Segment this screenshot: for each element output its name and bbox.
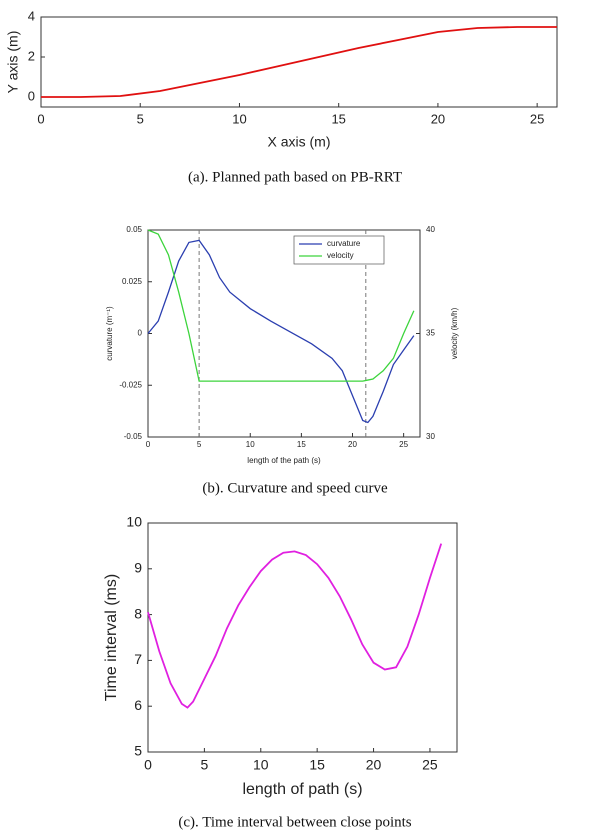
- x-tick-label: 15: [309, 757, 325, 773]
- series-line: [147, 543, 443, 709]
- series-line: [147, 239, 415, 424]
- x-tick-label: 10: [246, 440, 255, 449]
- y-tick-label: 8: [134, 605, 142, 621]
- x-axis-label: X axis (m): [268, 134, 331, 150]
- x-tick-label: 5: [197, 440, 202, 449]
- caption: (c). Time interval between close points: [178, 814, 411, 830]
- y2-tick-label: 35: [426, 329, 435, 338]
- x-tick-label: 10: [232, 111, 246, 126]
- legend-label: curvature: [327, 239, 361, 248]
- x-tick-label: 15: [331, 111, 345, 126]
- y-tick-label: 5: [134, 743, 142, 759]
- x-tick-label: 0: [37, 111, 44, 126]
- x-axis-label: length of path (s): [242, 781, 362, 798]
- y-tick-label: 9: [134, 560, 142, 576]
- y-tick-label: -0.05: [124, 432, 143, 441]
- y-tick-label: -0.025: [119, 380, 142, 389]
- x-tick-label: 20: [431, 111, 445, 126]
- y-axis-label: Y axis (m): [5, 31, 21, 94]
- series-line: [41, 26, 557, 98]
- legend-label: velocity: [327, 251, 354, 260]
- y2-axis-label: velocity (km/h): [450, 307, 459, 359]
- legend-box: [293, 235, 385, 265]
- x-tick-label: 15: [297, 440, 306, 449]
- y-tick-label: 4: [28, 8, 35, 23]
- x-tick-label: 5: [200, 757, 208, 773]
- x-tick-label: 10: [253, 757, 269, 773]
- y2-tick-label: 30: [426, 432, 435, 441]
- x-tick-label: 5: [137, 111, 144, 126]
- caption: (a). Planned path based on PB-RRT: [188, 169, 402, 185]
- x-axis-label: length of the path (s): [247, 456, 321, 465]
- y-tick-label: 10: [126, 514, 142, 530]
- x-tick-label: 25: [399, 440, 408, 449]
- y-tick-label: 0: [28, 88, 35, 103]
- caption: (b). Curvature and speed curve: [202, 480, 388, 496]
- x-tick-label: 25: [422, 757, 438, 773]
- series-line: [147, 229, 415, 382]
- plot-frame: [147, 522, 458, 753]
- y-tick-label: 0: [138, 329, 143, 338]
- y-tick-label: 7: [134, 651, 142, 667]
- x-tick-label: 0: [146, 440, 151, 449]
- x-tick-label: 20: [348, 440, 357, 449]
- y-tick-label: 0.025: [122, 277, 143, 286]
- y-tick-label: 0.05: [126, 225, 142, 234]
- x-tick-label: 20: [366, 757, 382, 773]
- y-tick-label: 6: [134, 697, 142, 713]
- x-tick-label: 25: [530, 111, 544, 126]
- plot-frame: [40, 16, 558, 108]
- y-axis-label: curvature (m⁻¹): [105, 306, 114, 361]
- y-axis-label: Time interval (ms): [103, 574, 120, 701]
- y2-tick-label: 40: [426, 225, 435, 234]
- y-tick-label: 2: [28, 48, 35, 63]
- x-tick-label: 0: [144, 757, 152, 773]
